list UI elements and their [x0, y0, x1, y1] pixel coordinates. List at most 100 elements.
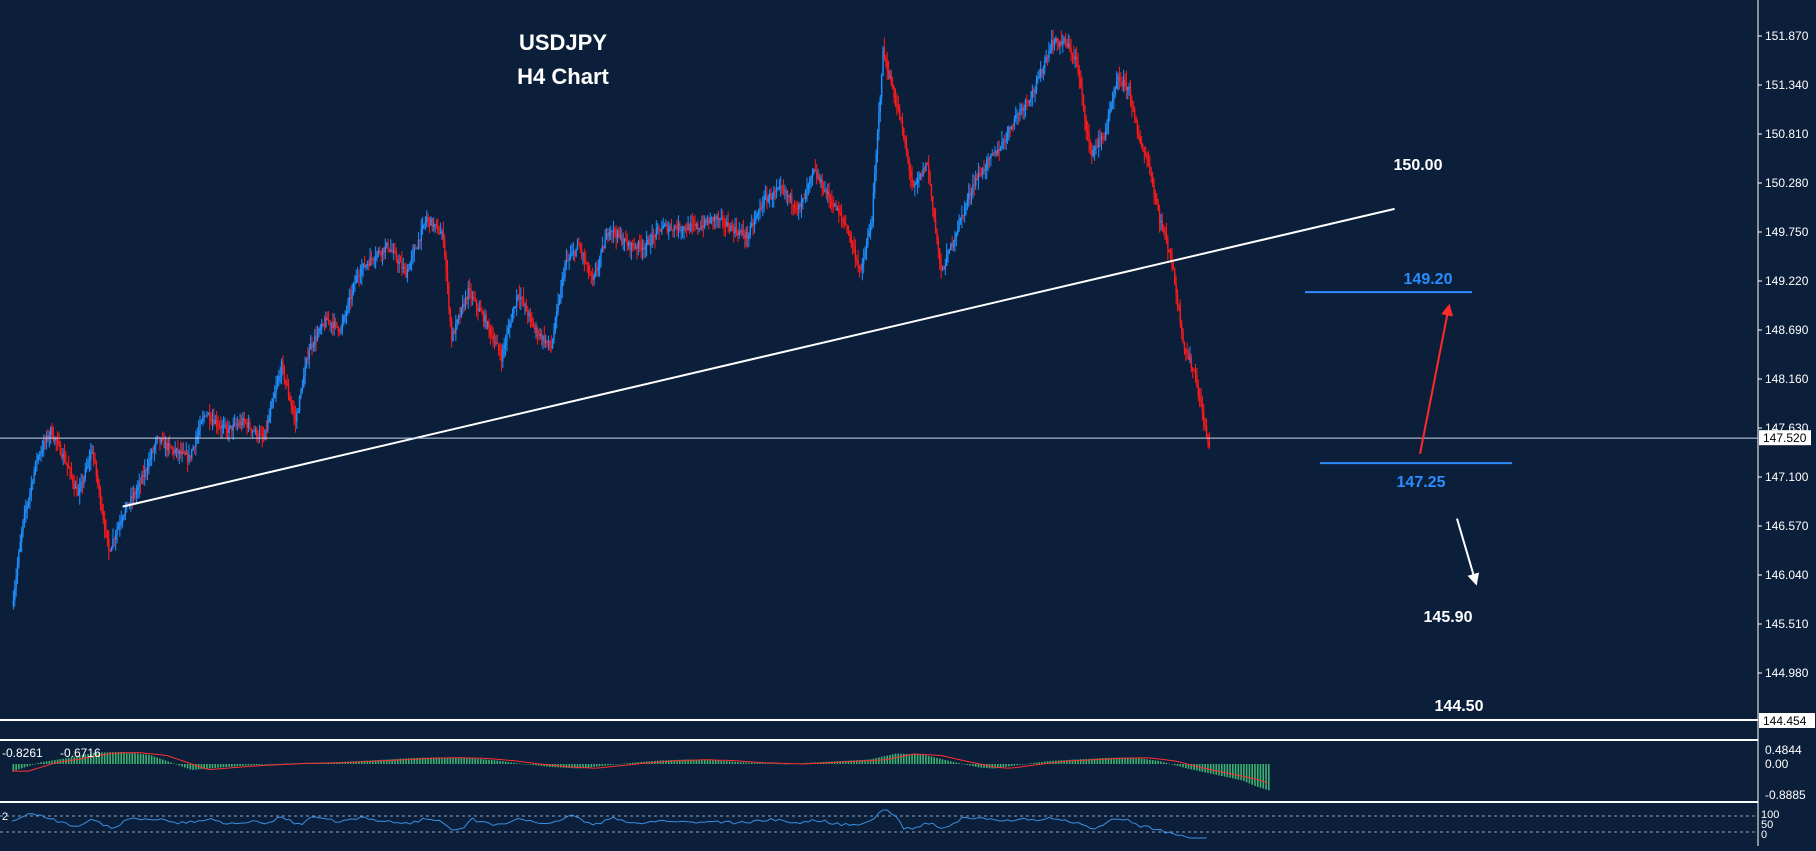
candle-body: [1059, 41, 1061, 47]
candle-body: [922, 167, 924, 176]
candle-body: [749, 226, 752, 235]
macd-bar: [977, 764, 980, 768]
candle-body: [210, 420, 212, 422]
candle-body: [181, 451, 183, 455]
candle-body: [463, 304, 465, 308]
candle-body: [246, 422, 248, 428]
candle-body: [87, 461, 89, 467]
candle-body: [1060, 41, 1063, 45]
candle-body: [409, 262, 411, 270]
macd-bar: [408, 758, 410, 764]
macd-bar: [123, 752, 125, 764]
candle-body: [813, 168, 815, 174]
candle-body: [84, 468, 86, 478]
candle-body: [1133, 109, 1136, 116]
candle-body: [391, 250, 393, 253]
macd-bar: [1118, 757, 1121, 764]
candle-body: [633, 246, 635, 248]
candle-body: [439, 232, 442, 234]
macd-bar: [773, 763, 775, 765]
macd-bar: [587, 764, 590, 768]
macd-bar: [687, 759, 689, 764]
level-label-149-20: 149.20: [1404, 271, 1453, 288]
candle-body: [1183, 342, 1186, 349]
macd-bar: [1176, 764, 1179, 766]
macd-bar: [850, 760, 853, 764]
candle-body: [1006, 132, 1009, 140]
candle-body: [845, 223, 847, 226]
macd-bar: [568, 764, 570, 768]
candle-body: [716, 216, 718, 220]
macd-bar: [1071, 759, 1074, 764]
candle-body: [280, 361, 283, 377]
chart-title: USDJPY: [519, 30, 607, 55]
macd-bar: [847, 760, 850, 764]
candle-body: [149, 458, 151, 461]
candle-body: [52, 437, 55, 441]
candle-body: [90, 452, 92, 461]
candle-body: [354, 283, 356, 285]
macd-bar: [1124, 757, 1126, 764]
up-arrow: [1419, 303, 1454, 455]
candle-body: [294, 414, 297, 422]
candle-body: [1089, 142, 1092, 150]
candle-body: [74, 486, 77, 489]
candle-body: [120, 520, 122, 524]
candle-body: [506, 333, 508, 343]
candle-body: [648, 239, 651, 245]
macd-bar: [678, 759, 681, 764]
candle-body: [916, 179, 919, 183]
candle-body: [1114, 88, 1117, 94]
candle-body: [1156, 197, 1158, 204]
candle-body: [327, 320, 330, 322]
candle-body: [265, 429, 268, 431]
candle-body: [676, 228, 678, 231]
macd-bar: [1196, 764, 1198, 771]
candle-body: [160, 439, 163, 443]
candle-body: [1200, 398, 1202, 404]
macd-bar: [466, 757, 468, 764]
macd-bar: [869, 759, 872, 764]
candle-body: [1187, 353, 1190, 360]
macd-bar: [728, 761, 731, 764]
macd-bar: [781, 763, 783, 765]
candle-body: [586, 263, 588, 265]
candle-body: [726, 222, 728, 226]
candle-body: [789, 195, 792, 199]
candle-body: [1057, 42, 1060, 47]
macd-bar: [753, 762, 756, 764]
macd-bar: [239, 764, 241, 767]
macd-bar: [496, 760, 499, 764]
candle-body: [768, 193, 771, 198]
candle-body: [163, 439, 165, 449]
macd-bar: [56, 759, 59, 764]
candle-body: [385, 242, 388, 247]
candle-body: [238, 424, 240, 426]
macd-bar: [457, 757, 460, 764]
candle-body: [968, 193, 970, 200]
macd-bar: [280, 763, 283, 765]
candle-body: [1201, 403, 1204, 413]
candle-body: [135, 490, 138, 495]
macd-bar: [634, 762, 637, 764]
macd-bar: [878, 757, 880, 764]
candle-body: [332, 323, 334, 328]
candle-body: [92, 452, 95, 458]
macd-bar: [936, 757, 938, 764]
candle-body: [854, 248, 857, 260]
candle-body: [1185, 348, 1187, 353]
candle-body: [1098, 139, 1100, 148]
macd-bar: [222, 764, 225, 768]
macd-bar: [582, 764, 584, 769]
macd-bar: [438, 757, 441, 764]
macd-bar: [853, 760, 855, 764]
candle-body: [701, 225, 703, 229]
candle-body: [538, 335, 540, 337]
candle-body: [806, 188, 808, 191]
macd-bar: [278, 763, 280, 765]
candle-body: [936, 229, 938, 240]
price-tick-label: 151.340: [1765, 78, 1809, 92]
candle-body: [377, 250, 380, 253]
candle-body: [441, 231, 443, 233]
